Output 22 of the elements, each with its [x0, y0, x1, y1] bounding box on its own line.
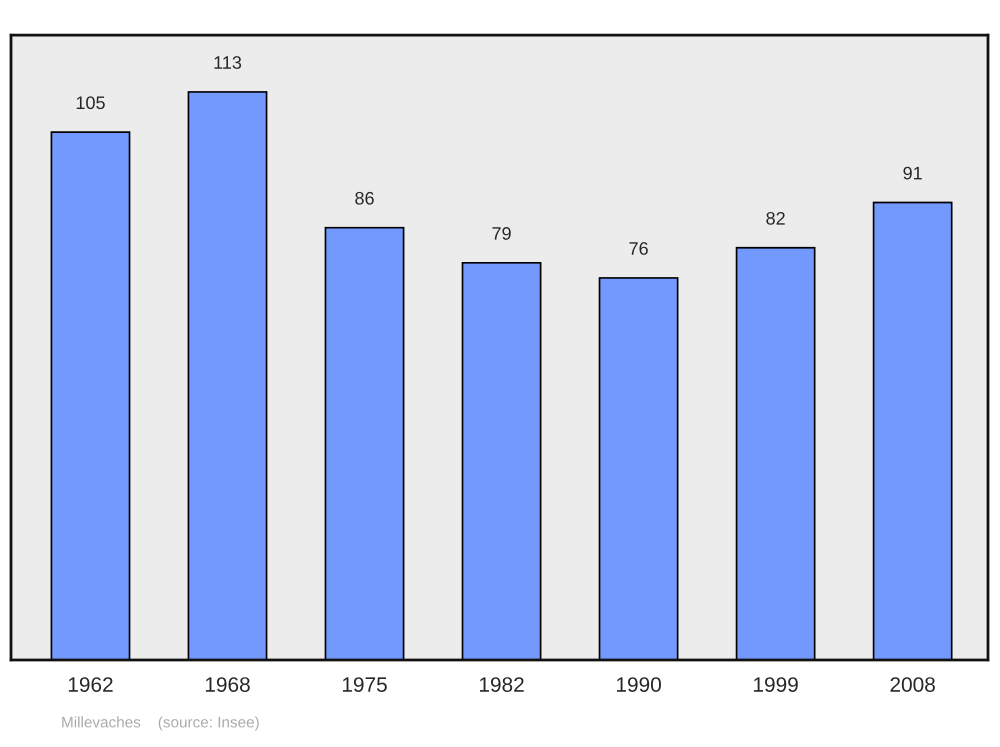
x-tick-label: 1999 — [754, 677, 798, 692]
x-tick-label: 1975 — [342, 677, 387, 692]
bar — [872, 202, 953, 660]
bar — [462, 262, 542, 660]
bar — [188, 91, 268, 660]
data-label: 113 — [214, 56, 242, 69]
data-label: 76 — [629, 242, 648, 255]
data-label: 86 — [355, 192, 374, 205]
bar — [324, 226, 404, 660]
bar — [736, 246, 816, 660]
data-label: 82 — [766, 212, 785, 225]
x-tick-label: 1968 — [206, 677, 250, 692]
x-tick-label: 1962 — [68, 677, 113, 692]
bar — [50, 131, 130, 660]
x-tick-label: 1982 — [480, 677, 524, 692]
text: Millevaches (source: Insee) — [62, 716, 259, 731]
data-label: 91 — [903, 166, 922, 180]
data-label: 105 — [76, 96, 105, 110]
x-tick-label: 2008 — [890, 677, 935, 692]
x-tick-label: 1990 — [617, 677, 661, 692]
bar — [598, 277, 678, 660]
data-label: 79 — [492, 227, 511, 240]
